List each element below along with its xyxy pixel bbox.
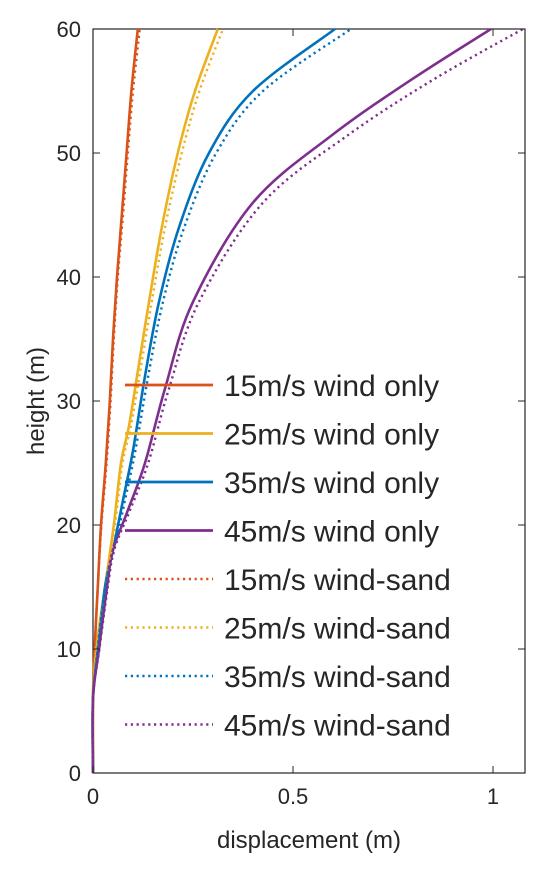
y-tick-label: 40	[57, 265, 81, 290]
y-tick-label: 60	[57, 17, 81, 42]
x-tick-label: 0.5	[278, 784, 309, 809]
x-tick-label: 0	[87, 784, 99, 809]
legend-label-4: 15m/s wind-sand	[224, 564, 451, 597]
legend: 15m/s wind only 25m/s wind only 35m/s wind…	[125, 370, 451, 743]
series-line-6	[91, 28, 352, 774]
legend-label-6: 35m/s wind-sand	[224, 661, 451, 694]
y-tick-label: 0	[69, 761, 81, 786]
legend-label-3: 45m/s wind only	[224, 516, 439, 549]
series-line-7	[91, 27, 524, 774]
y-tick-label: 30	[57, 389, 81, 414]
legend-label-0: 15m/s wind only	[224, 370, 439, 403]
x-axis-label: displacement (m)	[217, 827, 401, 854]
series-line-3	[91, 27, 492, 774]
y-tick-label: 20	[57, 513, 81, 538]
y-tick-label: 50	[57, 141, 81, 166]
legend-label-2: 35m/s wind only	[224, 467, 439, 500]
series-line-5	[91, 28, 225, 774]
y-axis-label: height (m)	[23, 347, 50, 455]
legend-label-1: 25m/s wind only	[224, 419, 439, 452]
y-tick-label: 10	[57, 637, 81, 662]
legend-label-5: 25m/s wind-sand	[224, 613, 451, 646]
x-tick-label: 1	[487, 784, 499, 809]
legend-label-7: 45m/s wind-sand	[224, 710, 451, 743]
